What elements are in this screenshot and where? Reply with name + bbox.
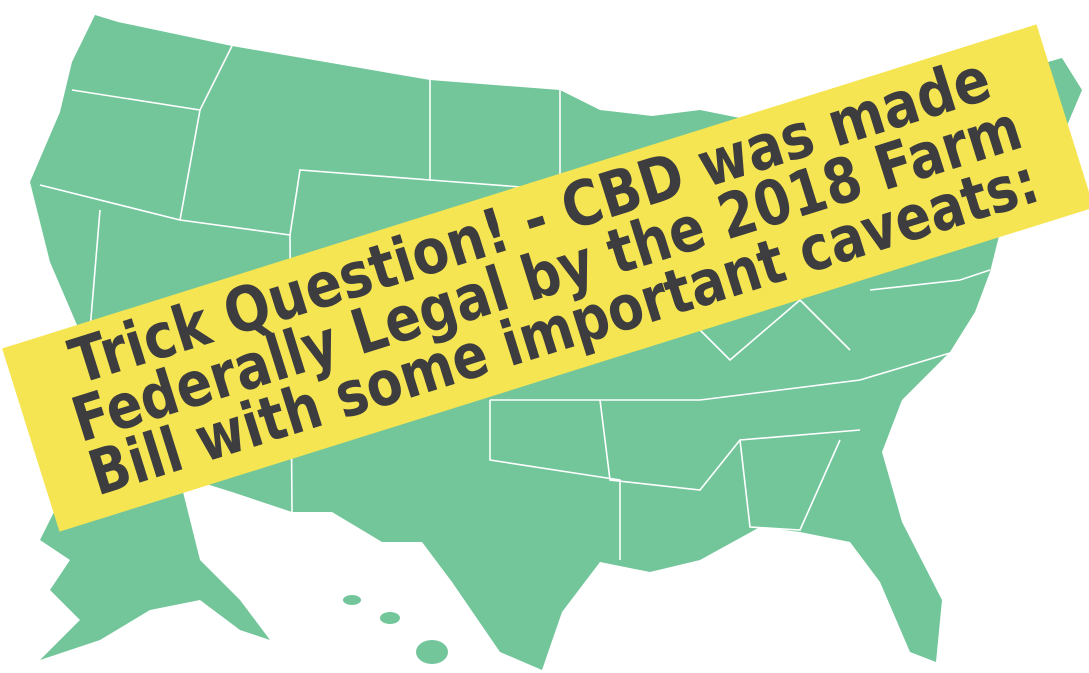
state-border <box>490 349 961 401</box>
state-border <box>489 400 621 560</box>
hawaii-island <box>380 612 400 624</box>
state-border <box>599 399 861 491</box>
hawaii-island <box>343 595 361 605</box>
state-border <box>739 439 841 531</box>
hawaii-island <box>416 640 448 664</box>
state-border <box>699 298 851 362</box>
banner-background <box>2 24 1089 532</box>
state-border <box>869 269 991 291</box>
state-border <box>179 80 431 236</box>
